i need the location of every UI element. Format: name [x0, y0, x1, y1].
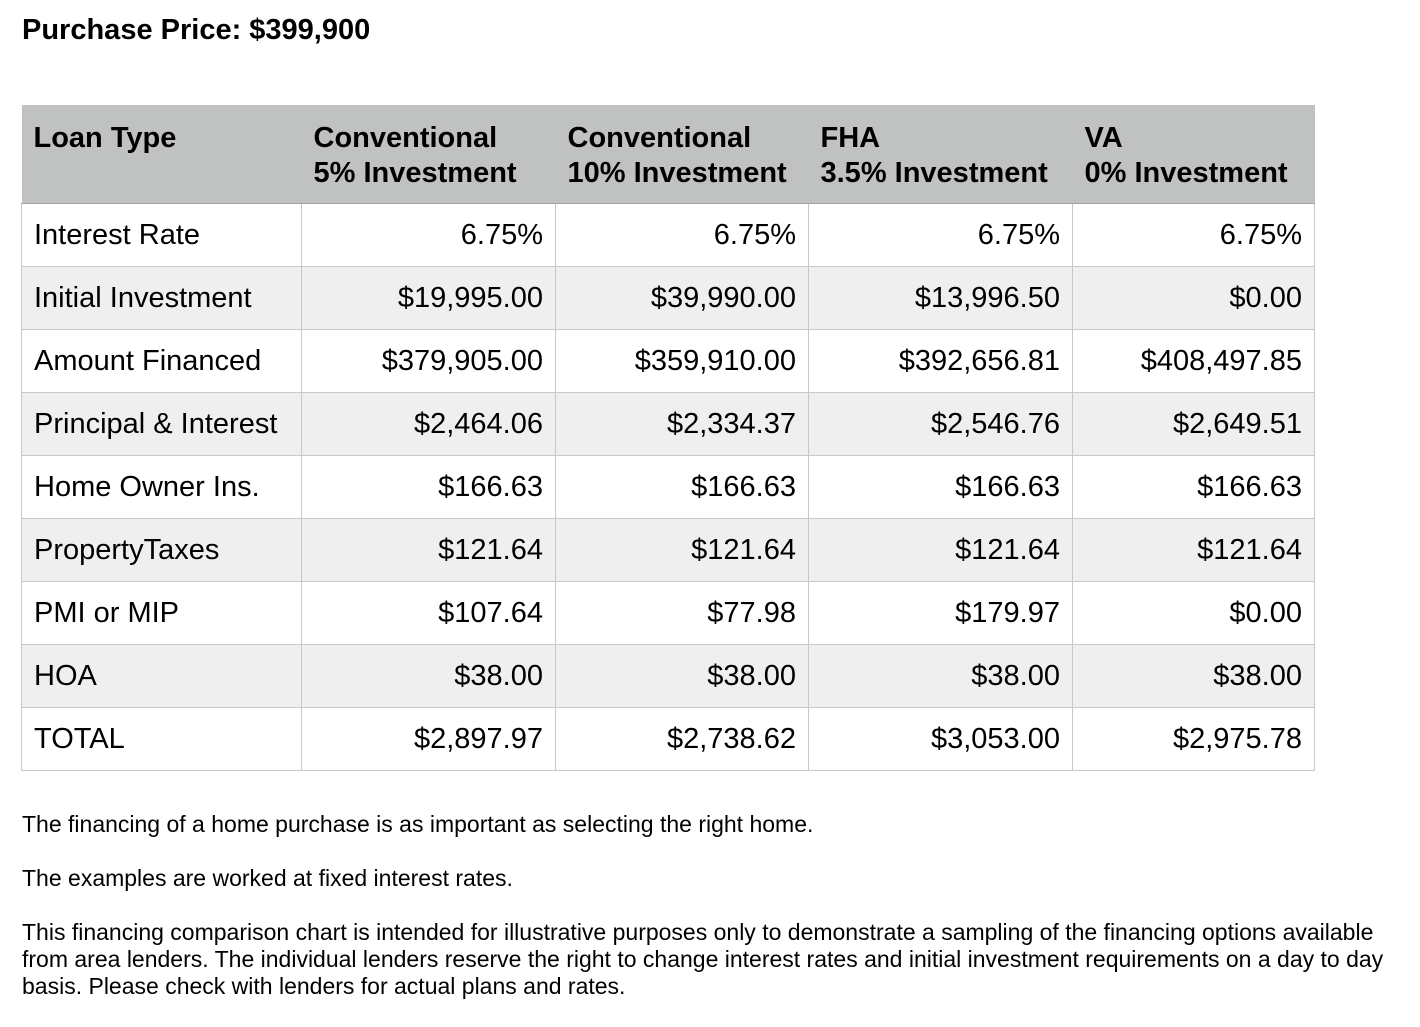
- header-conventional-10: Conventional 10% Investment: [555, 105, 809, 204]
- cell-value: $2,897.97: [301, 707, 556, 771]
- table-row: Interest Rate 6.75% 6.75% 6.75% 6.75%: [21, 203, 1315, 267]
- header-loan-type: Loan Type: [21, 105, 302, 204]
- cell-value: $2,975.78: [1072, 707, 1315, 771]
- cell-value: $2,546.76: [808, 392, 1073, 456]
- row-label: Amount Financed: [21, 329, 302, 393]
- cell-value: $38.00: [555, 644, 809, 708]
- cell-value: $2,334.37: [555, 392, 809, 456]
- note-paragraph: The financing of a home purchase is as i…: [22, 811, 814, 837]
- row-label: Initial Investment: [21, 266, 302, 330]
- header-conventional-5: Conventional 5% Investment: [301, 105, 556, 204]
- cell-value: $19,995.00: [301, 266, 556, 330]
- cell-value: $408,497.85: [1072, 329, 1315, 393]
- cell-value: $38.00: [1072, 644, 1315, 708]
- row-label: PropertyTaxes: [21, 518, 302, 582]
- cell-value: $3,053.00: [808, 707, 1073, 771]
- table-row: HOA $38.00 $38.00 $38.00 $38.00: [21, 644, 1315, 708]
- cell-value: $77.98: [555, 581, 809, 645]
- cell-value: $13,996.50: [808, 266, 1073, 330]
- header-va: VA 0% Investment: [1072, 105, 1315, 204]
- header-line2: 3.5% Investment: [820, 157, 1048, 189]
- cell-value: $38.00: [301, 644, 556, 708]
- cell-value: $0.00: [1072, 581, 1315, 645]
- table-header-row: Loan Type Conventional 5% Investment Con…: [21, 105, 1315, 204]
- cell-value: $121.64: [555, 518, 809, 582]
- cell-value: $166.63: [555, 455, 809, 519]
- cell-value: $379,905.00: [301, 329, 556, 393]
- cell-value: $107.64: [301, 581, 556, 645]
- row-label: Home Owner Ins.: [21, 455, 302, 519]
- header-fha: FHA 3.5% Investment: [808, 105, 1073, 204]
- purchase-price-title: Purchase Price: $399,900: [22, 14, 371, 46]
- financing-comparison-table: Loan Type Conventional 5% Investment Con…: [21, 105, 1315, 771]
- row-label: Principal & Interest: [21, 392, 302, 456]
- table-row: PMI or MIP $107.64 $77.98 $179.97 $0.00: [21, 581, 1315, 645]
- cell-value: $166.63: [301, 455, 556, 519]
- cell-value: $179.97: [808, 581, 1073, 645]
- note-paragraph: This financing comparison chart is inten…: [22, 919, 1384, 999]
- cell-value: $39,990.00: [555, 266, 809, 330]
- cell-value: $392,656.81: [808, 329, 1073, 393]
- header-line1: VA: [1084, 122, 1123, 154]
- header-line2: 5% Investment: [313, 157, 517, 189]
- header-line1: Conventional: [313, 122, 498, 154]
- cell-value: $166.63: [1072, 455, 1315, 519]
- table-row: Home Owner Ins. $166.63 $166.63 $166.63 …: [21, 455, 1315, 519]
- header-line1: FHA: [820, 122, 881, 154]
- disclaimer-notes: The financing of a home purchase is as i…: [22, 811, 1417, 1027]
- row-label: Interest Rate: [21, 203, 302, 267]
- row-label: PMI or MIP: [21, 581, 302, 645]
- cell-value: 6.75%: [301, 203, 556, 267]
- header-line2: 0% Investment: [1084, 157, 1288, 189]
- cell-value: 6.75%: [555, 203, 809, 267]
- header-line2: 10% Investment: [567, 157, 787, 189]
- cell-value: $0.00: [1072, 266, 1315, 330]
- note-paragraph: The examples are worked at fixed interes…: [22, 865, 513, 891]
- table-row-total: TOTAL $2,897.97 $2,738.62 $3,053.00 $2,9…: [21, 707, 1315, 771]
- cell-value: 6.75%: [1072, 203, 1315, 267]
- table-row: Principal & Interest $2,464.06 $2,334.37…: [21, 392, 1315, 456]
- cell-value: $359,910.00: [555, 329, 809, 393]
- cell-value: $38.00: [808, 644, 1073, 708]
- row-label: HOA: [21, 644, 302, 708]
- cell-value: $121.64: [1072, 518, 1315, 582]
- cell-value: 6.75%: [808, 203, 1073, 267]
- cell-value: $2,464.06: [301, 392, 556, 456]
- cell-value: $2,649.51: [1072, 392, 1315, 456]
- header-line1: Conventional: [567, 122, 752, 154]
- cell-value: $166.63: [808, 455, 1073, 519]
- table-row: PropertyTaxes $121.64 $121.64 $121.64 $1…: [21, 518, 1315, 582]
- row-label: TOTAL: [21, 707, 302, 771]
- cell-value: $121.64: [301, 518, 556, 582]
- table-row: Initial Investment $19,995.00 $39,990.00…: [21, 266, 1315, 330]
- cell-value: $121.64: [808, 518, 1073, 582]
- cell-value: $2,738.62: [555, 707, 809, 771]
- table-row: Amount Financed $379,905.00 $359,910.00 …: [21, 329, 1315, 393]
